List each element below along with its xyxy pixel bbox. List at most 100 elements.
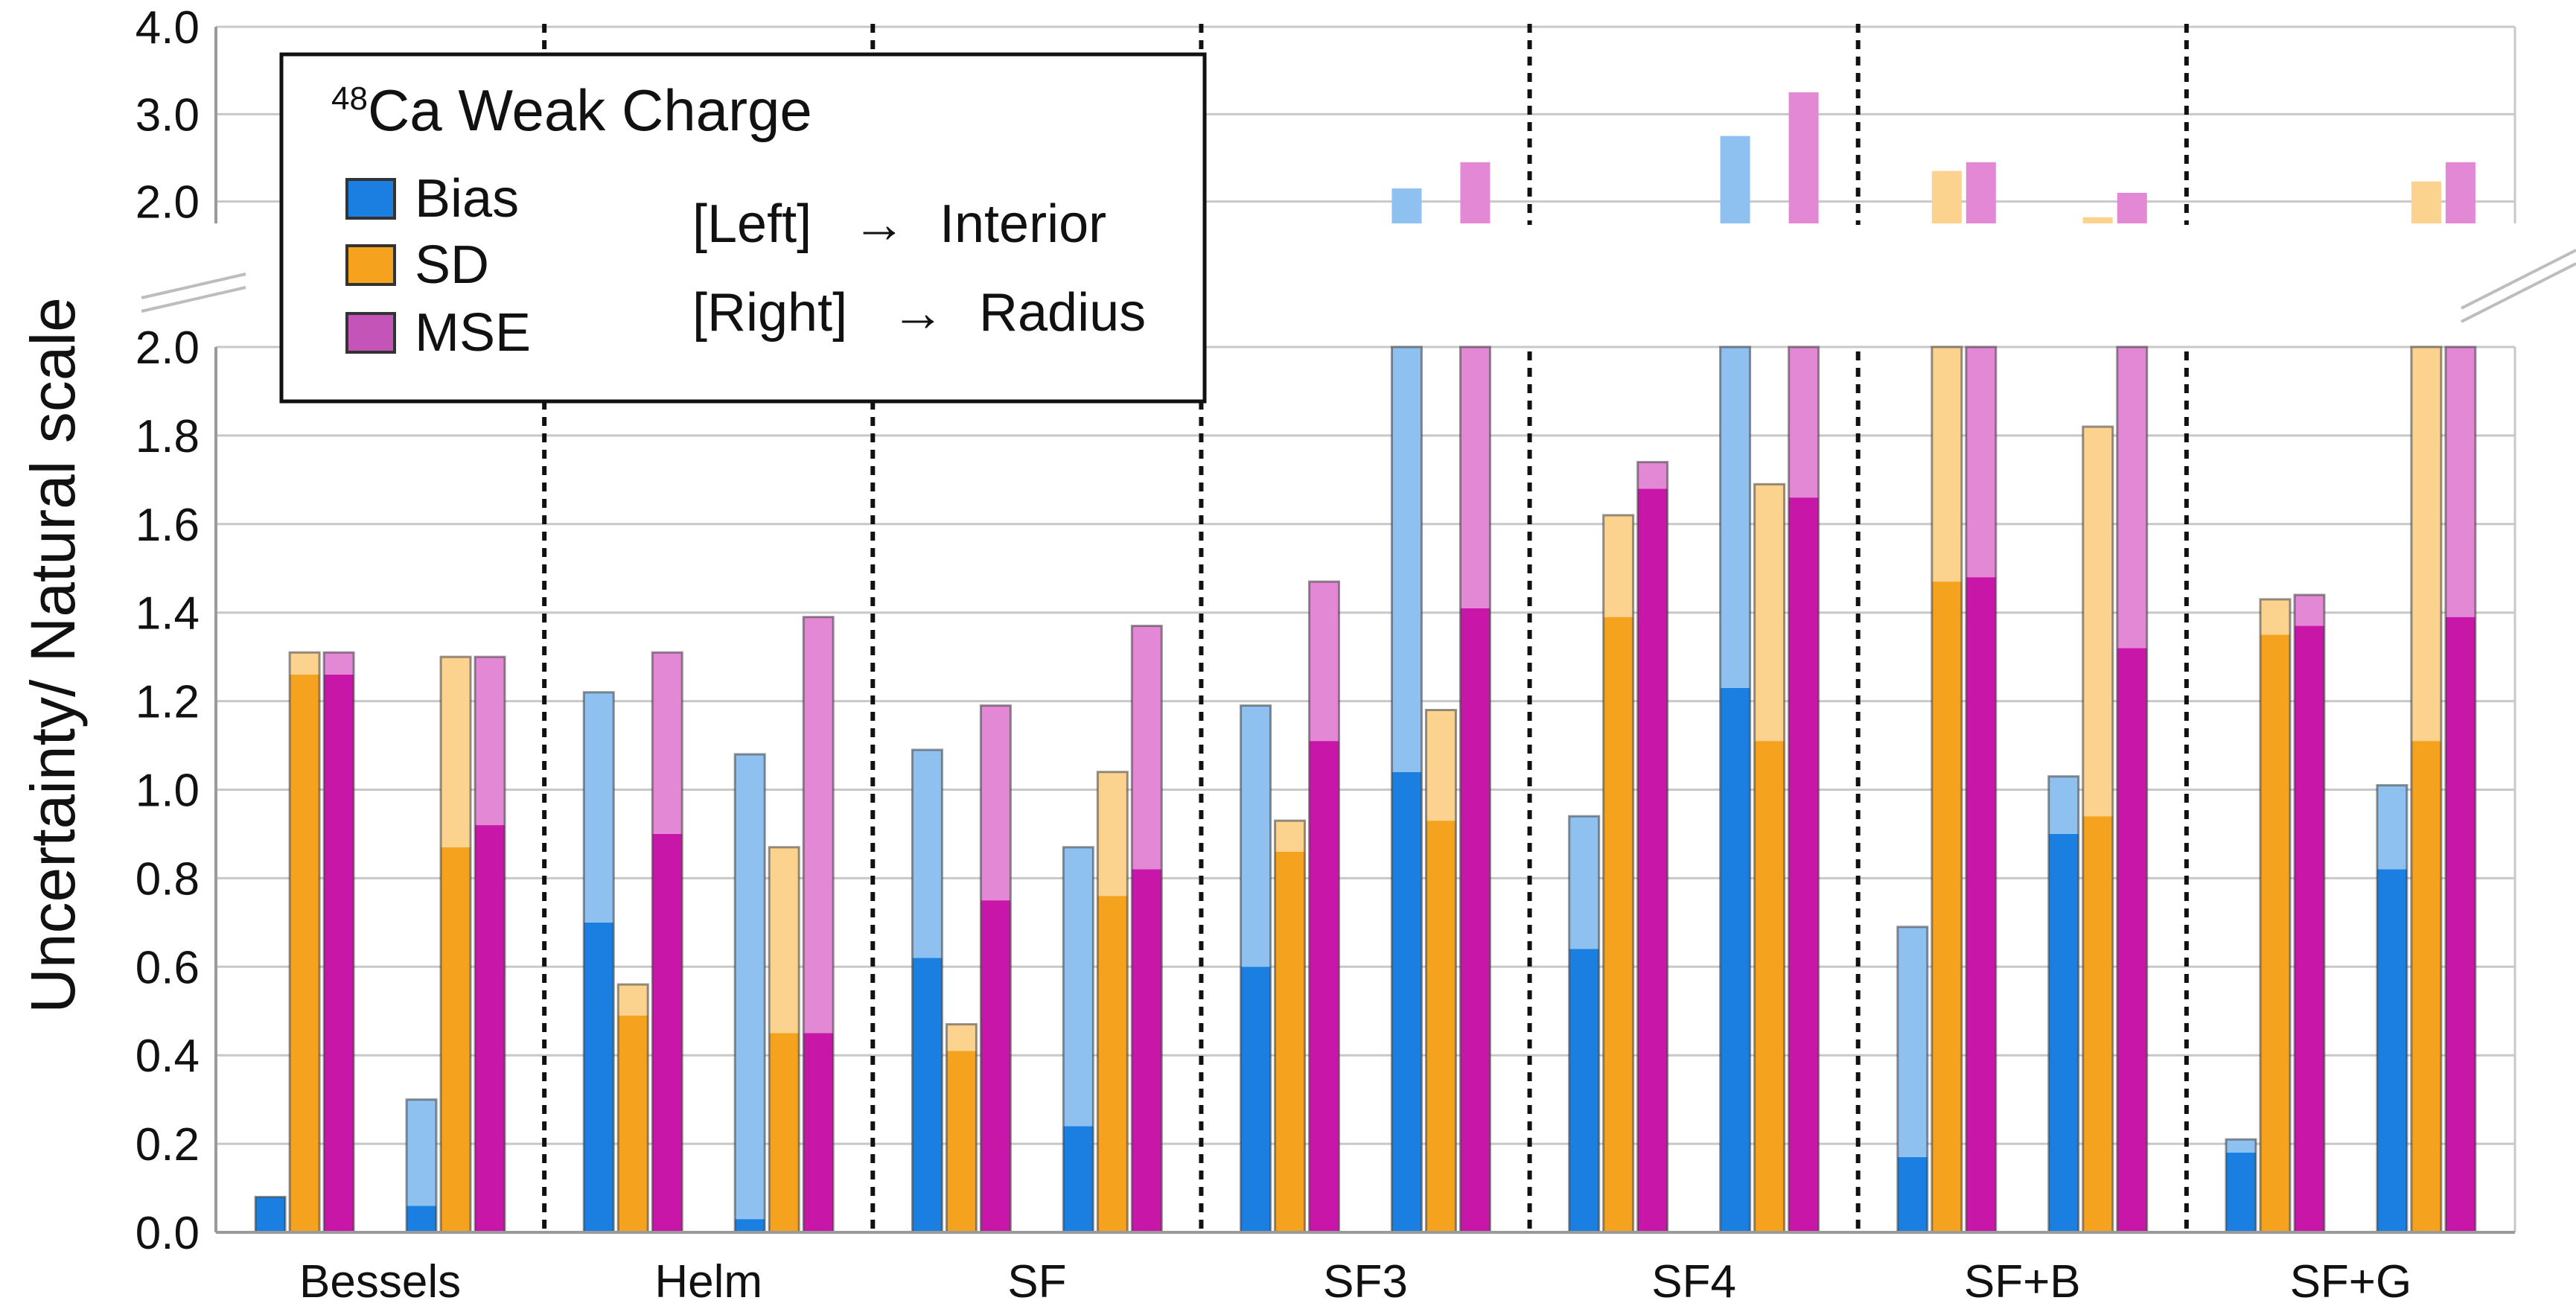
bar-mse-solid <box>2445 617 2475 1232</box>
bar-sd-extension <box>1275 821 1305 852</box>
bar-bias-extension <box>1240 705 1271 967</box>
bar-bias-solid <box>912 958 943 1232</box>
bar-mse-extension-upper <box>2117 192 2147 223</box>
bar-bias-extension <box>912 749 943 958</box>
bar-sd-solid <box>2411 741 2441 1232</box>
bar-mse-extension-upper <box>1966 162 1996 223</box>
bar-bias-extension <box>407 1099 437 1206</box>
bar-mse-extension-upper <box>1788 92 1819 223</box>
bar-mse-solid <box>803 1033 834 1232</box>
bar-sd-extension <box>1603 515 1633 617</box>
bar-mse-solid <box>1460 608 1491 1232</box>
bar-sd-solid <box>946 1051 977 1232</box>
bar-mse-solid <box>1788 497 1819 1232</box>
bar-bias-solid <box>2376 869 2407 1232</box>
axis-break-mark <box>141 286 246 313</box>
bar-sd-extension <box>1097 771 1128 897</box>
legend-swatch-bias <box>345 178 396 220</box>
x-category-label: Bessels <box>299 1256 461 1308</box>
bar-bias-solid <box>1240 967 1271 1232</box>
bar-mse-extension <box>1966 347 1996 578</box>
bar-mse-solid <box>475 825 506 1232</box>
y-tick-label: 0.2 <box>136 1119 200 1171</box>
bar-mse-solid <box>324 674 354 1232</box>
bar-sd-solid <box>2082 816 2113 1232</box>
bar-bias-extension <box>1391 347 1422 772</box>
bar-sd-extension <box>2411 347 2441 742</box>
bar-sd-solid <box>1426 821 1456 1232</box>
bar-mse-extension <box>1788 347 1819 498</box>
bar-bias-extension <box>2048 776 2079 834</box>
bar-sd-solid <box>1275 851 1305 1232</box>
bar-bias-solid <box>1391 771 1422 1232</box>
bar-sd-extension <box>769 847 800 1034</box>
bar-mse-extension <box>1460 347 1491 608</box>
legend-swatch-mse <box>345 312 396 354</box>
y-tick-label: 1.6 <box>136 500 200 551</box>
bar-sd-solid <box>290 674 320 1232</box>
bar-bias-solid <box>1897 1156 1928 1232</box>
bar-sd-solid <box>441 847 471 1232</box>
bar-mse-extension <box>2294 594 2324 626</box>
bar-bias-solid <box>2225 1152 2256 1232</box>
x-category-label: SF+B <box>1964 1256 2081 1308</box>
bar-mse-solid <box>1309 741 1339 1232</box>
legend: 48Ca Weak Charge Bias SD MSE [Left] → In… <box>279 52 1207 404</box>
x-category-label: SF <box>1007 1256 1066 1308</box>
bar-bias-solid <box>255 1197 286 1232</box>
x-category-label: SF+G <box>2290 1256 2412 1308</box>
bar-bias-solid <box>1720 687 1750 1232</box>
bar-mse-solid <box>1966 577 1996 1232</box>
bar-mse-solid <box>1132 869 1162 1232</box>
bar-bias-extension <box>2376 785 2407 870</box>
axis-break-mark <box>2461 262 2576 323</box>
bar-mse-solid <box>2117 648 2147 1232</box>
y-tick-label: 1.8 <box>136 411 200 462</box>
y-tick-label: 1.4 <box>136 588 200 640</box>
legend-label-mse: MSE <box>415 303 531 363</box>
bar-sd-extension <box>290 652 320 675</box>
bar-bias-solid <box>407 1206 437 1232</box>
bar-mse-extension-upper <box>2445 162 2475 223</box>
bar-sd-extension-upper <box>2082 217 2113 223</box>
x-category-label: SF3 <box>1323 1256 1408 1308</box>
bar-mse-extension <box>2445 347 2475 617</box>
bar-mse-extension <box>324 652 354 675</box>
bar-mse-extension-upper <box>1460 162 1491 223</box>
axis-break-mark <box>2461 249 2576 310</box>
bar-sd-extension-upper <box>1931 171 1962 223</box>
bar-bias-solid <box>735 1219 765 1232</box>
legend-note-left-bracket: [Left] <box>692 194 812 254</box>
bar-sd-solid <box>1931 582 1962 1232</box>
bar-sd-extension <box>618 984 648 1016</box>
bar-sd-extension <box>946 1024 977 1051</box>
bar-bias-extension <box>1569 816 1599 949</box>
bar-sd-solid <box>1603 617 1633 1232</box>
bar-sd-solid <box>618 1015 648 1232</box>
legend-note-left-target: Interior <box>940 194 1106 254</box>
bar-bias-solid <box>1063 1126 1094 1232</box>
legend-note-left-arrow-icon: → <box>852 194 906 254</box>
bar-bias-extension-upper <box>1720 136 1750 223</box>
bar-mse-solid <box>2294 625 2324 1232</box>
y-tick-label: 0.6 <box>136 942 200 993</box>
bar-mse-solid <box>652 833 683 1232</box>
bar-bias-extension <box>1897 926 1928 1157</box>
x-category-label: Helm <box>654 1256 762 1308</box>
legend-title: 48Ca Weak Charge <box>331 77 812 143</box>
y-axis-label: Uncertainty/ Natural scale <box>18 297 88 1013</box>
bar-mse-extension <box>981 705 1011 901</box>
legend-box <box>279 52 1207 404</box>
bar-sd-solid <box>1097 896 1128 1232</box>
bar-sd-solid <box>2260 634 2290 1232</box>
bar-sd-extension <box>2260 599 2290 635</box>
y-tick-label: 0.8 <box>136 853 200 905</box>
bar-mse-extension <box>2117 347 2147 649</box>
bar-sd-extension <box>1426 710 1456 821</box>
y-tick-label: 1.2 <box>136 677 200 728</box>
bar-sd-extension <box>1754 484 1785 742</box>
bars <box>254 92 2477 1234</box>
bar-sd-solid <box>769 1033 800 1232</box>
legend-note-right-arrow-icon: → <box>891 283 945 343</box>
bar-sd-extension <box>1931 347 1962 582</box>
